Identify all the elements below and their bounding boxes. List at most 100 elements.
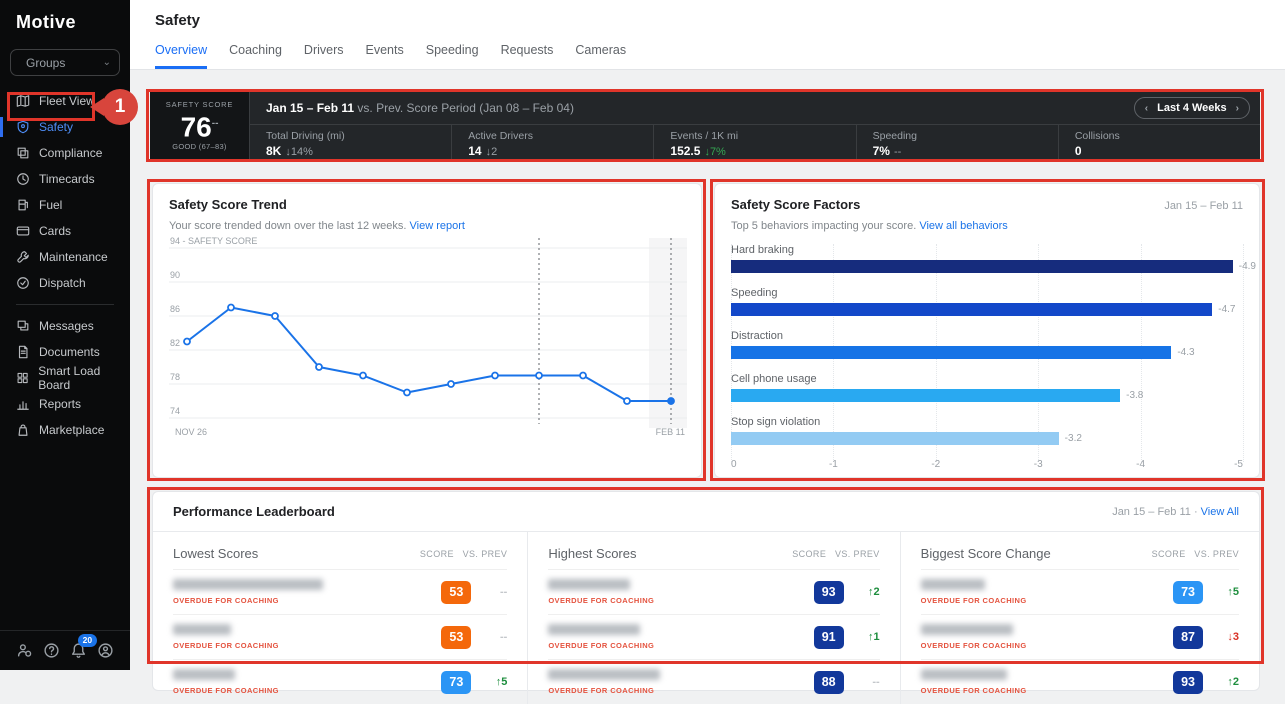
sidebar-item-documents[interactable]: Documents [0,339,130,365]
coaching-status: OVERDUE FOR COACHING [173,641,279,650]
leaderboard-row[interactable]: OVERDUE FOR COACHING 88 -- [548,659,880,704]
help-button[interactable] [41,641,61,661]
coaching-status: OVERDUE FOR COACHING [920,686,1027,695]
sidebar-item-dispatch[interactable]: Dispatch [0,270,130,296]
coaching-status: OVERDUE FOR COACHING [548,686,655,695]
trend-card-title: Safety Score Trend [169,197,287,212]
factor-row-stop-sign-violation[interactable]: Stop sign violation -3.2 [731,416,1243,445]
score-delta: ↑5 [495,676,508,688]
score-delta: ↑1 [868,631,880,643]
metric-label: Events / 1K mi [670,129,739,142]
factor-label: Cell phone usage [731,373,817,385]
coaching-status: OVERDUE FOR COACHING [548,596,655,605]
chevron-right-icon[interactable]: › [1235,102,1239,114]
sidebar-item-cards[interactable]: Cards [0,218,130,244]
sidebar-item-fleet-view[interactable]: Fleet View [0,88,130,114]
chevron-left-icon[interactable]: ‹ [1144,102,1149,114]
leaderboard-row[interactable]: OVERDUE FOR COACHING 93 ↑2 [920,659,1240,704]
factor-label: Hard braking [731,244,794,256]
leaderboard-row[interactable]: OVERDUE FOR COACHING 73 ↑5 [173,659,508,704]
factor-label: Speeding [731,287,778,299]
factors-x-axis: 0 -1 -2 -3 -4 -5 [731,459,1243,473]
date-range-button[interactable]: ‹ Last 4 Weeks › [1133,97,1250,119]
sidebar-item-timecards[interactable]: Timecards [0,166,130,192]
sidebar-item-fuel[interactable]: Fuel [0,192,130,218]
view-all-behaviors-link[interactable]: View all behaviors [919,220,1008,232]
driver-name-redacted[interactable] [920,669,1007,680]
leaderboard-columns: Lowest Scores SCORE VS. PREV OVERDUE FOR… [153,532,1259,704]
coaching-status: OVERDUE FOR COACHING [920,641,1027,650]
view-all-link[interactable]: View All [1200,505,1239,518]
x-tick-label: -1 [828,459,838,470]
notifications-bell-button[interactable]: 20 [69,633,98,661]
factor-row-distraction[interactable]: Distraction -4.3 [731,330,1243,359]
driver-name-redacted[interactable] [173,624,231,635]
driver-name-redacted[interactable] [920,579,985,590]
svg-text:78: 78 [170,372,180,382]
shield-icon [17,120,29,134]
sidebar-item-label: Smart Load Board [38,364,101,392]
factor-row-cell-phone-usage[interactable]: Cell phone usage -3.8 [731,373,1243,402]
safety-score-value: 76-- [180,111,219,143]
column-score-headers: SCORE VS. PREV [419,548,508,559]
sidebar-item-label: Messages [39,319,94,333]
tab-coaching[interactable]: Coaching [229,43,282,57]
sidebar-item-reports[interactable]: Reports [0,391,130,417]
groups-selector[interactable]: Groups ⌄ [10,49,120,76]
view-report-link[interactable]: View report [409,220,465,232]
leaderboard-row[interactable]: OVERDUE FOR COACHING 53 -- [173,569,508,614]
x-tick-label: -3 [1033,459,1043,470]
sidebar-item-smart-load-board[interactable]: Smart Load Board [0,364,130,392]
safety-score-trend-chart: 74 78 82 86 90 94 - SAFETY SCORE NOV 26 FEB 11 [169,232,687,462]
driver-name-redacted[interactable] [173,579,323,590]
factor-value: -4.3 [1177,347,1195,358]
score-delta: ↑2 [868,586,880,598]
tab-requests[interactable]: Requests [500,43,554,57]
sidebar-item-compliance[interactable]: Compliance [0,140,130,166]
sidebar-item-marketplace[interactable]: Marketplace [0,417,130,443]
x-tick-label: 0 [731,459,737,470]
factor-value: -3.2 [1064,433,1082,444]
leaderboard-row[interactable]: OVERDUE FOR COACHING 53 -- [173,614,508,659]
sidebar-item-safety[interactable]: Safety [0,114,130,140]
score-badge: 73 [1173,580,1204,604]
score-delta: -- [500,586,508,598]
sidebar-item-messages[interactable]: Messages [0,313,130,339]
leaderboard-row[interactable]: OVERDUE FOR COACHING 87 ↓3 [920,614,1240,659]
sidebar-item-maintenance[interactable]: Maintenance [0,244,130,270]
coaching-status: OVERDUE FOR COACHING [173,596,279,605]
x-tick-label: -4 [1136,459,1146,470]
tab-overview[interactable]: Overview [155,43,208,69]
metric-label: Active Drivers [468,129,533,142]
column-score-headers: SCORE VS. PREV [792,548,880,559]
driver-name-redacted[interactable] [173,669,235,680]
tab-drivers[interactable]: Drivers [303,43,344,57]
column-score-headers: SCORE VS. PREV [1151,548,1240,559]
tab-cameras[interactable]: Cameras [575,43,627,57]
tab-events[interactable]: Events [365,43,404,57]
leaderboard-row[interactable]: OVERDUE FOR COACHING 93 ↑2 [548,569,880,614]
driver-name-redacted[interactable] [548,669,661,680]
sidebar-nav: Fleet View Safety Compliance Timecards Fuel C… [0,88,130,443]
leaderboard-column-lowest-scores: Lowest Scores SCORE VS. PREV OVERDUE FOR… [153,532,527,704]
factor-row-speeding[interactable]: Speeding -4.7 [731,287,1243,316]
leaderboard-row[interactable]: OVERDUE FOR COACHING 73 ↑5 [920,569,1240,614]
score-delta: ↑5 [1227,586,1240,598]
metric-label: Total Driving (mi) [266,129,345,142]
leaderboard-row[interactable]: OVERDUE FOR COACHING 91 ↑1 [548,614,880,659]
score-badge: 93 [813,580,844,604]
tab-speeding[interactable]: Speeding [425,43,479,57]
factor-row-hard-braking[interactable]: Hard braking -4.9 [731,244,1256,273]
fuel-icon [18,199,28,211]
driver-name-redacted[interactable] [548,579,631,590]
sidebar-item-label: Maintenance [39,250,108,264]
factor-value: -4.7 [1218,304,1236,315]
wrench-icon [17,251,29,263]
svg-text:82: 82 [170,338,180,348]
admin-user-button[interactable] [14,641,34,661]
metric-delta: ↓7% [704,145,726,158]
driver-name-redacted[interactable] [920,624,1013,635]
account-button[interactable] [96,641,116,661]
dispatch-icon [17,277,29,289]
driver-name-redacted[interactable] [548,624,641,635]
